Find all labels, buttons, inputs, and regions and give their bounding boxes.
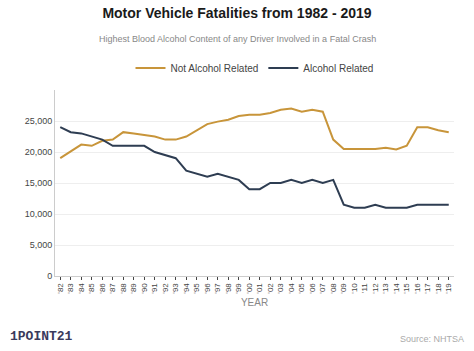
- svg-text:'12: '12: [371, 283, 380, 294]
- svg-text:'06: '06: [308, 283, 317, 294]
- svg-text:'04: '04: [287, 283, 296, 294]
- svg-text:'88: '88: [119, 283, 128, 294]
- svg-text:Motor Vehicle Fatalities from: Motor Vehicle Fatalities from 1982 - 201…: [102, 5, 371, 21]
- svg-text:'13: '13: [381, 283, 390, 294]
- svg-text:'97: '97: [213, 283, 222, 294]
- svg-text:'11: '11: [360, 283, 369, 293]
- svg-text:'01: '01: [255, 283, 264, 294]
- svg-text:'07: '07: [318, 283, 327, 294]
- svg-text:'99: '99: [234, 283, 243, 294]
- svg-text:'09: '09: [339, 283, 348, 294]
- svg-text:'85: '85: [87, 283, 96, 294]
- svg-text:5,000: 5,000: [30, 240, 53, 250]
- svg-text:Highest Blood Alcohol Content: Highest Blood Alcohol Content of any Dri…: [99, 34, 376, 44]
- svg-text:'86: '86: [98, 283, 107, 294]
- svg-text:'92: '92: [161, 283, 170, 294]
- svg-text:'96: '96: [203, 283, 212, 294]
- svg-text:Source: NHTSA: Source: NHTSA: [400, 334, 464, 344]
- svg-text:'93: '93: [171, 283, 180, 294]
- svg-text:'00: '00: [245, 283, 254, 294]
- svg-text:'90: '90: [140, 283, 149, 294]
- svg-text:10,000: 10,000: [25, 209, 53, 219]
- svg-text:'03: '03: [276, 283, 285, 294]
- svg-text:'91: '91: [150, 283, 159, 294]
- svg-text:'89: '89: [129, 283, 138, 294]
- svg-text:'19: '19: [444, 283, 453, 294]
- svg-text:'94: '94: [182, 283, 191, 294]
- svg-text:YEAR: YEAR: [241, 297, 268, 308]
- svg-text:25,000: 25,000: [25, 116, 53, 126]
- svg-text:'83: '83: [66, 283, 75, 294]
- svg-text:0: 0: [47, 271, 52, 281]
- svg-text:'87: '87: [108, 283, 117, 294]
- svg-text:15,000: 15,000: [25, 178, 53, 188]
- svg-text:'84: '84: [77, 283, 86, 294]
- svg-text:'14: '14: [392, 283, 401, 294]
- svg-text:'08: '08: [329, 283, 338, 294]
- svg-text:'16: '16: [413, 283, 422, 294]
- svg-text:Not Alcohol Related: Not Alcohol Related: [171, 63, 259, 74]
- svg-text:Alcohol Related: Alcohol Related: [303, 63, 373, 74]
- svg-text:'82: '82: [56, 283, 65, 294]
- svg-text:'10: '10: [350, 283, 359, 294]
- svg-text:1POINT21: 1POINT21: [10, 329, 73, 344]
- svg-text:'17: '17: [423, 283, 432, 294]
- svg-text:'98: '98: [224, 283, 233, 294]
- svg-text:'18: '18: [434, 283, 443, 294]
- svg-text:'05: '05: [297, 283, 306, 294]
- svg-text:'02: '02: [266, 283, 275, 294]
- svg-text:'95: '95: [192, 283, 201, 294]
- svg-text:'15: '15: [402, 283, 411, 294]
- svg-text:20,000: 20,000: [25, 147, 53, 157]
